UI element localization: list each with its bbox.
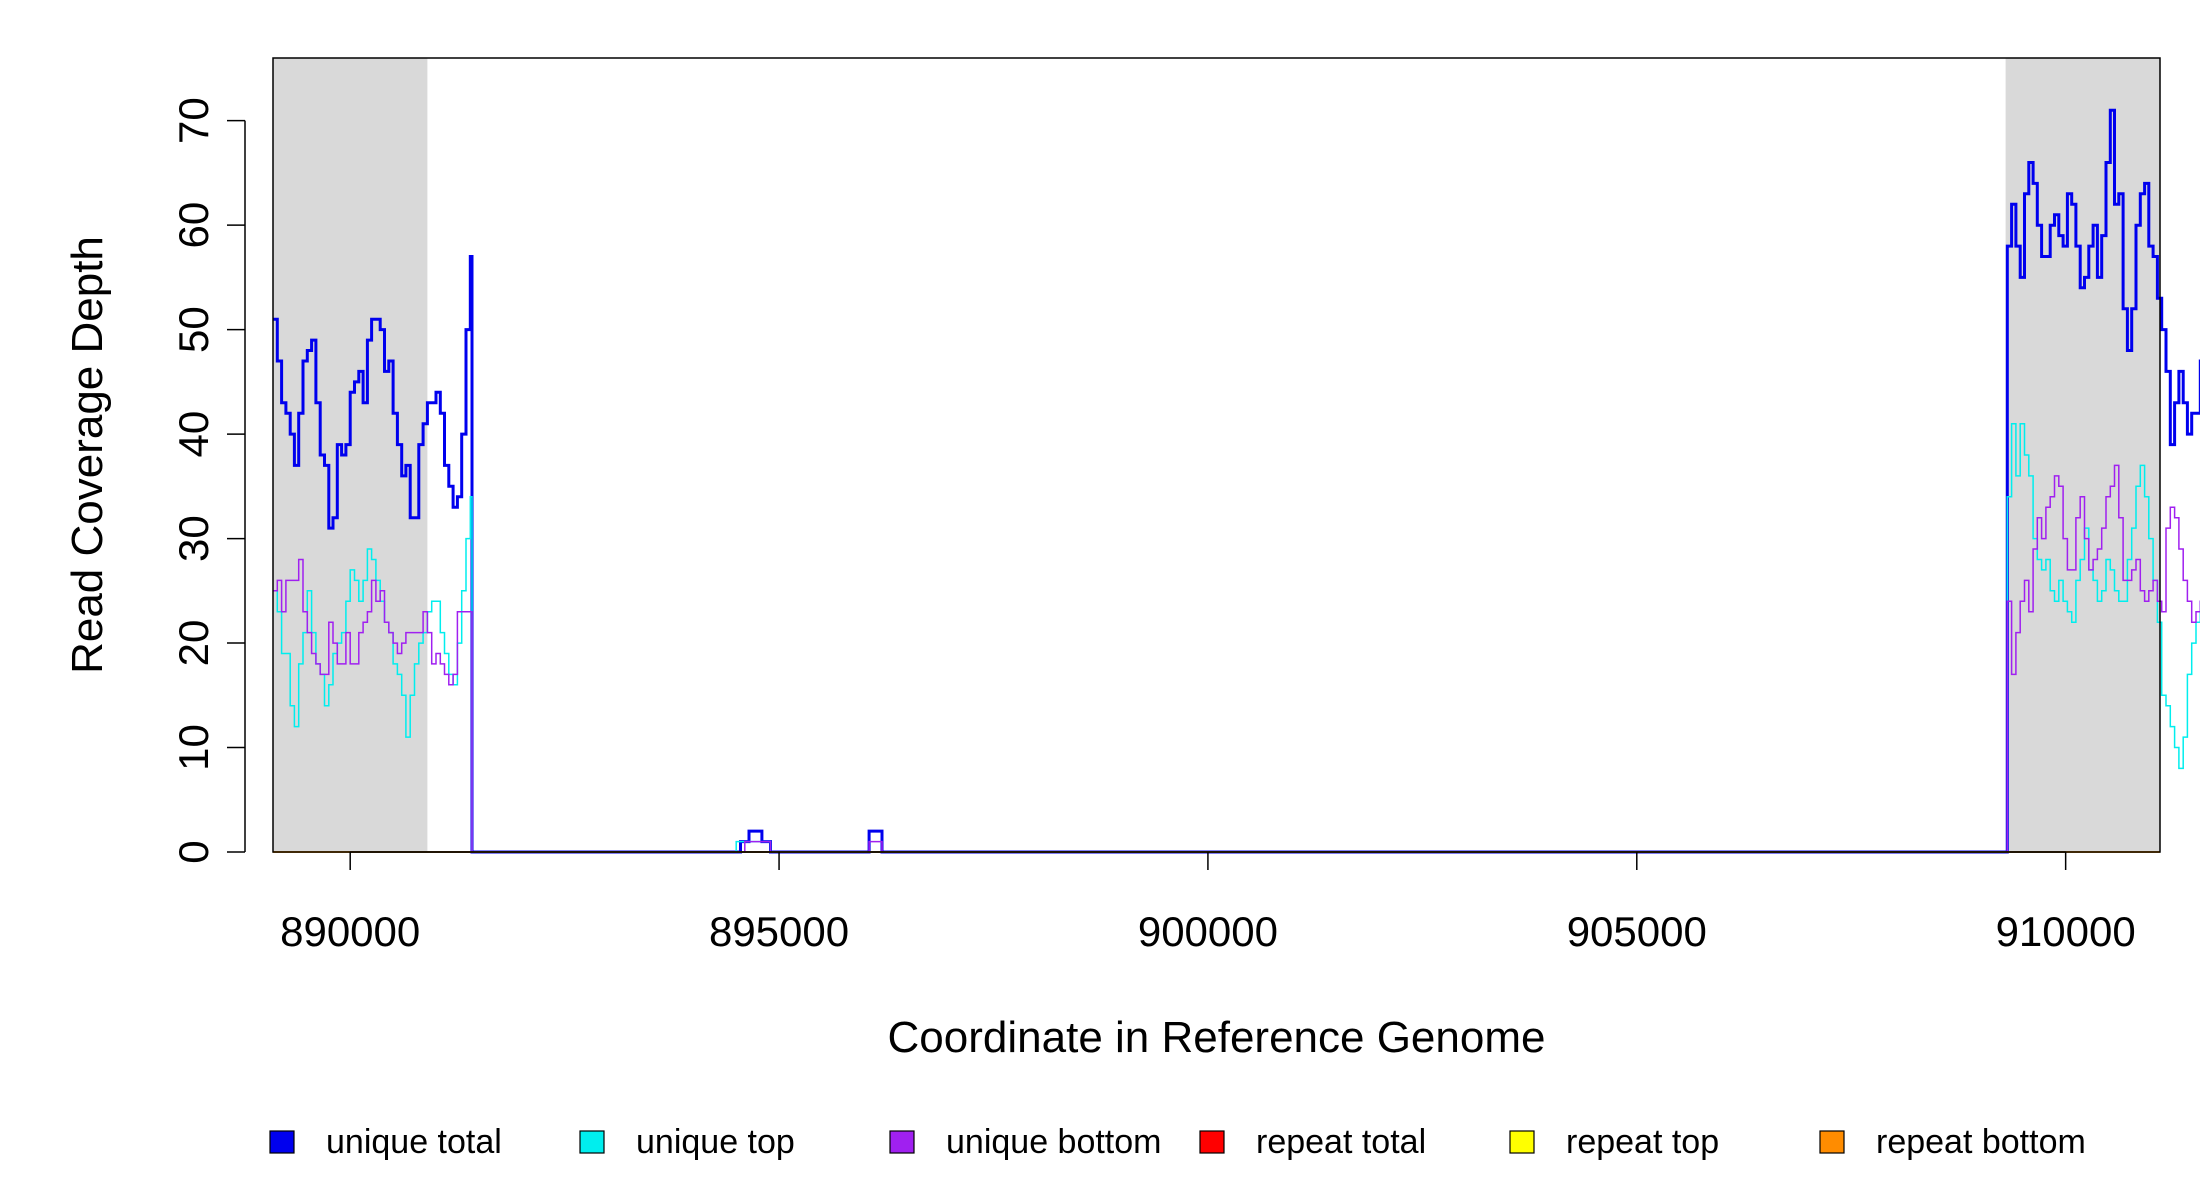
series-line-unique-top (273, 422, 2200, 853)
y-tick-label: 70 (170, 97, 217, 144)
legend-swatch (579, 1130, 605, 1154)
x-tick-label: 890000 (280, 908, 420, 955)
legend-item-unique-top: unique top (579, 1123, 795, 1161)
series-line-unique-bottom (273, 464, 2200, 853)
legend-label: repeat bottom (1876, 1123, 2086, 1161)
series-layer (273, 108, 2200, 854)
y-tick-label: 0 (170, 840, 217, 863)
y-tick-label: 50 (170, 306, 217, 353)
legend: unique total unique top unique bottom repea… (269, 1123, 2086, 1161)
legend-item-unique-bottom: unique bottom (889, 1123, 1162, 1161)
x-axis: 890000 895000 900000 905000 910000 (280, 851, 2136, 955)
legend-swatch (889, 1130, 915, 1154)
legend-item-repeat-bottom: repeat bottom (1819, 1123, 2086, 1161)
y-axis-title: Read Coverage Depth (63, 236, 112, 674)
y-tick-label: 40 (170, 411, 217, 458)
x-tick-label: 910000 (1996, 908, 2136, 955)
y-axis: 0 10 20 30 40 50 60 70 (170, 97, 246, 864)
legend-item-repeat-top: repeat top (1509, 1123, 1719, 1161)
y-tick-label: 30 (170, 515, 217, 562)
plot-frame (272, 57, 2161, 853)
legend-swatch (269, 1130, 295, 1154)
legend-swatch (1819, 1130, 1845, 1154)
legend-swatch (1199, 1130, 1225, 1154)
y-tick-label: 10 (170, 724, 217, 771)
legend-label: repeat total (1256, 1123, 1426, 1161)
series-line-unique-total (273, 108, 2200, 854)
x-axis-title: Coordinate in Reference Genome (888, 1013, 1546, 1062)
y-tick-label: 20 (170, 620, 217, 667)
legend-label: unique top (636, 1123, 795, 1161)
shaded-regions (273, 58, 2160, 852)
legend-label: unique bottom (946, 1123, 1162, 1161)
y-tick-label: 60 (170, 202, 217, 249)
legend-swatch (1509, 1130, 1535, 1154)
x-tick-label: 905000 (1567, 908, 1707, 955)
legend-label: unique total (326, 1123, 502, 1161)
legend-label: repeat top (1566, 1123, 1719, 1161)
x-tick-label: 900000 (1138, 908, 1278, 955)
x-tick-label: 895000 (709, 908, 849, 955)
shaded-region-1 (2005, 58, 2160, 852)
legend-item-repeat-total: repeat total (1199, 1123, 1426, 1161)
shaded-region-0 (273, 58, 428, 852)
legend-item-unique-total: unique total (269, 1123, 502, 1161)
